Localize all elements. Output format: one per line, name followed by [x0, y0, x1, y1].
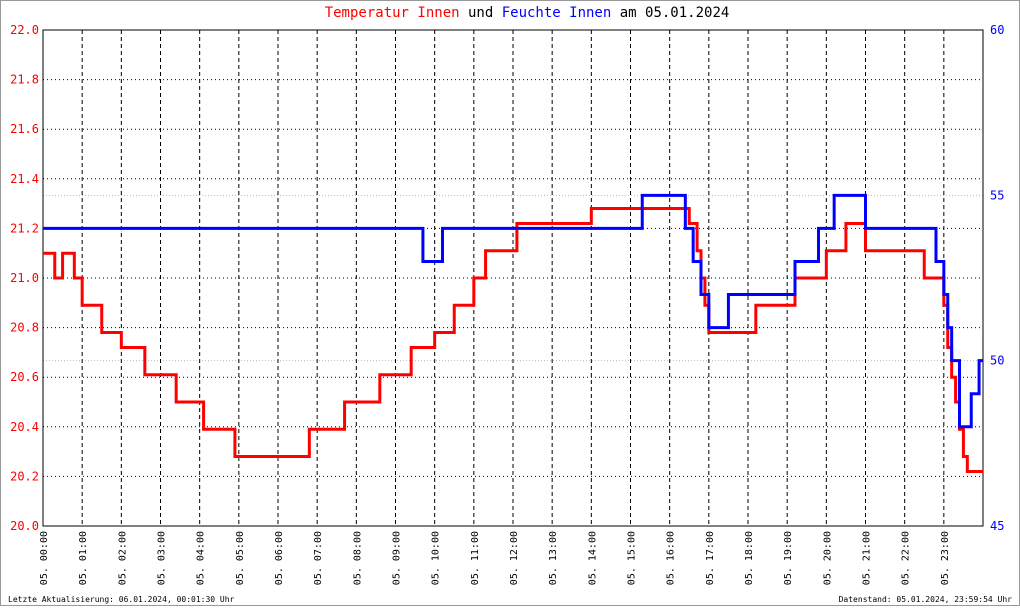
y-tick-label: 22.0 — [10, 23, 39, 37]
x-tick-label: 05. 05:00 — [235, 531, 246, 585]
x-tick-label: 05. 09:00 — [392, 531, 403, 585]
x-tick-label: 05. 23:00 — [940, 531, 951, 585]
x-tick-label: 05. 02:00 — [117, 531, 128, 585]
y-tick-label: 20.6 — [10, 370, 39, 384]
x-tick-label: 05. 11:00 — [470, 531, 481, 585]
title-part: und — [468, 5, 493, 21]
x-tick-label: 05. 00:00 — [39, 531, 50, 585]
x-tick-label: 05. 10:00 — [431, 531, 442, 585]
y-tick-label: 21.4 — [10, 172, 39, 186]
y-tick-label: 21.6 — [10, 122, 39, 136]
title-part: am 05.01.2024 — [620, 5, 730, 21]
x-tick-label: 05. 06:00 — [274, 531, 285, 585]
y-tick-label: 20.2 — [10, 469, 39, 483]
footer-right: Datenstand: 05.01.2024, 23:59:54 Uhr — [839, 595, 1013, 604]
x-tick-label: 05. 08:00 — [352, 531, 363, 585]
title-part: Feuchte Innen — [502, 5, 612, 21]
y-tick-label: 20.4 — [10, 420, 39, 434]
y-tick-label: 20.0 — [10, 519, 39, 533]
x-tick-label: 05. 03:00 — [157, 531, 168, 585]
y2-tick-label: 45 — [990, 519, 1004, 533]
x-tick-label: 05. 15:00 — [627, 531, 638, 585]
footer-left: Letzte Aktualisierung: 06.01.2024, 00:01… — [8, 595, 235, 604]
x-tick-label: 05. 13:00 — [548, 531, 559, 585]
x-tick-label: 05. 04:00 — [196, 531, 207, 585]
y2-tick-label: 50 — [990, 354, 1004, 368]
y-tick-label: 21.0 — [10, 271, 39, 285]
y2-tick-label: 60 — [990, 23, 1004, 37]
y2-tick-label: 55 — [990, 188, 1004, 202]
x-tick-label: 05. 01:00 — [78, 531, 89, 585]
y-tick-label: 21.2 — [10, 221, 39, 235]
x-tick-label: 05. 22:00 — [901, 531, 912, 585]
x-tick-label: 05. 16:00 — [666, 531, 677, 585]
chart-title: Temperatur Innen und Feuchte Innen am 05… — [325, 5, 730, 21]
x-tick-label: 05. 12:00 — [509, 531, 520, 585]
y-tick-label: 20.8 — [10, 321, 39, 335]
x-tick-label: 05. 07:00 — [313, 531, 324, 585]
plot-frame — [42, 29, 984, 527]
x-tick-label: 05. 20:00 — [822, 531, 833, 585]
x-tick-label: 05. 18:00 — [744, 531, 755, 585]
x-tick-label: 05. 21:00 — [862, 531, 873, 585]
x-tick-label: 05. 14:00 — [587, 531, 598, 585]
series-line — [43, 207, 983, 473]
y-tick-label: 21.8 — [10, 73, 39, 87]
x-tick-label: 05. 17:00 — [705, 531, 716, 585]
title-part: Temperatur Innen — [325, 5, 460, 21]
x-tick-label: 05. 19:00 — [783, 531, 794, 585]
series-line — [43, 193, 983, 429]
